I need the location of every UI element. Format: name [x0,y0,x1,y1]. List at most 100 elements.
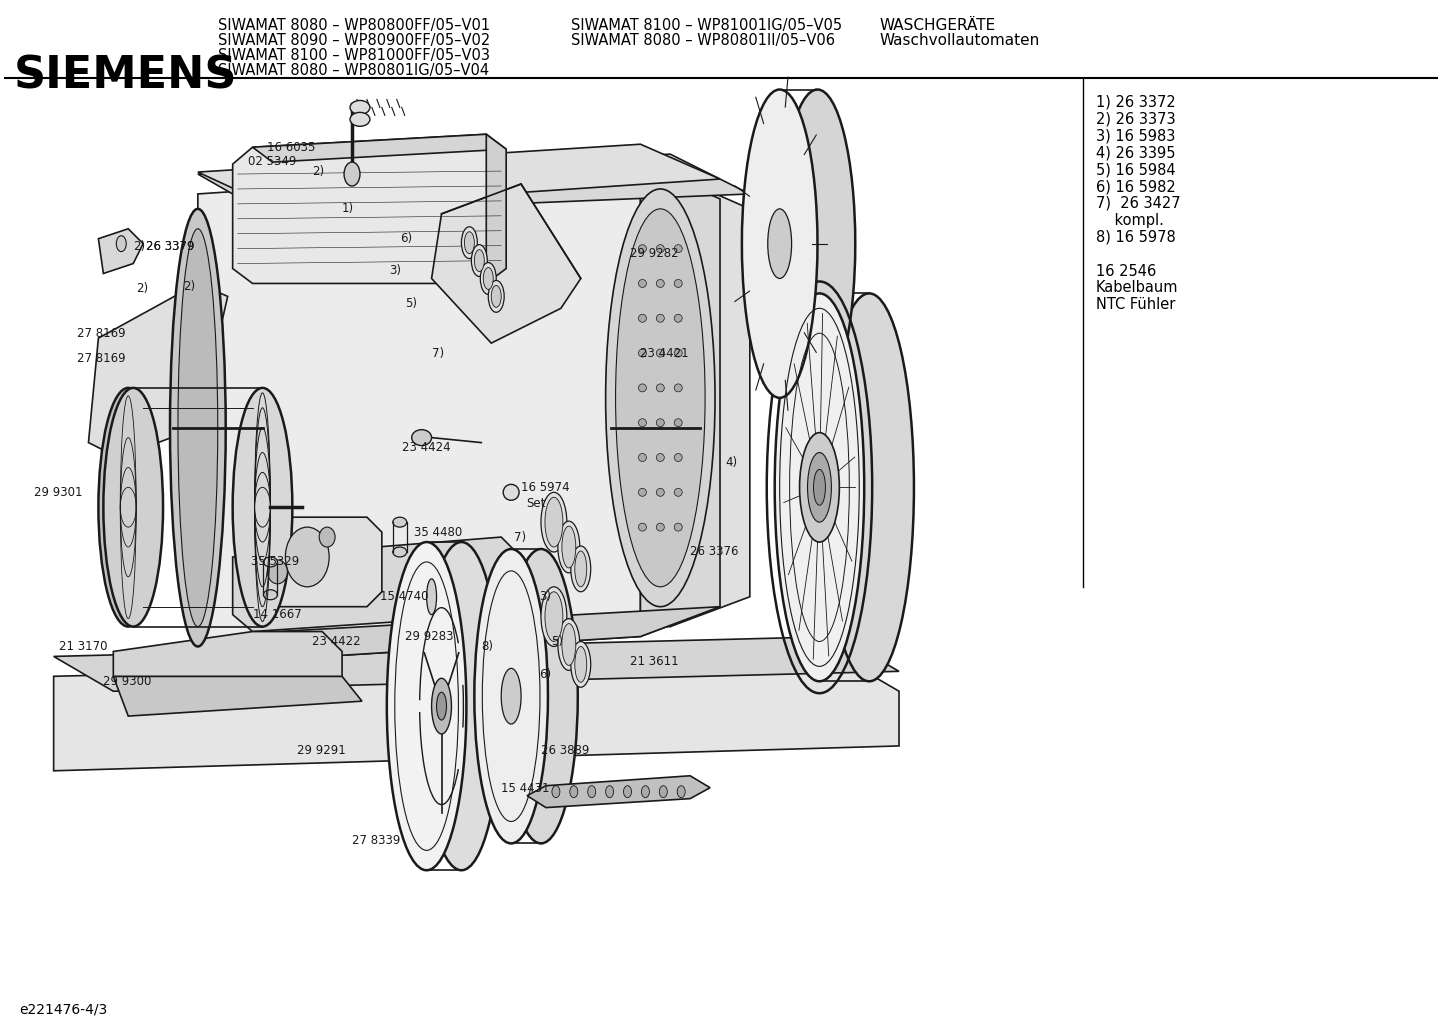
Text: 8): 8) [482,640,493,653]
Polygon shape [252,135,506,162]
Ellipse shape [639,453,646,462]
Text: 27 8169: 27 8169 [76,352,125,365]
Text: 29 9283: 29 9283 [405,630,453,643]
Text: 1) 26 3372: 1) 26 3372 [1096,95,1175,109]
Ellipse shape [492,285,502,308]
Ellipse shape [431,679,451,734]
Ellipse shape [319,527,335,547]
Text: 27 8339: 27 8339 [352,834,401,847]
Polygon shape [528,775,709,808]
Ellipse shape [472,245,487,276]
Ellipse shape [545,497,562,547]
Ellipse shape [571,642,591,687]
Ellipse shape [286,527,329,587]
Ellipse shape [345,162,360,186]
Text: e221476-4/3: e221476-4/3 [19,1003,107,1017]
Ellipse shape [464,231,474,254]
Text: SIWAMAT 8080 – WP80801IG/05–V04: SIWAMAT 8080 – WP80801IG/05–V04 [218,62,489,77]
Text: 23 4424: 23 4424 [402,441,450,454]
Ellipse shape [264,590,277,600]
Ellipse shape [656,453,665,462]
Ellipse shape [639,488,646,496]
Ellipse shape [799,433,839,542]
Polygon shape [232,537,521,632]
Ellipse shape [675,419,682,427]
Ellipse shape [575,551,587,587]
Ellipse shape [642,786,649,798]
Polygon shape [232,135,506,283]
Ellipse shape [656,419,665,427]
Text: 23 4421: 23 4421 [640,346,689,360]
Ellipse shape [177,228,218,627]
Text: 35 4480: 35 4480 [414,526,461,539]
Ellipse shape [502,668,521,725]
Text: 3) 16 5983: 3) 16 5983 [1096,128,1175,144]
Ellipse shape [541,492,567,552]
Text: 15 4740: 15 4740 [379,590,428,603]
Text: 2): 2) [133,240,146,253]
Text: 5): 5) [405,297,417,310]
Text: SIWAMAT 8080 – WP80801II/05–V06: SIWAMAT 8080 – WP80801II/05–V06 [571,33,835,48]
Ellipse shape [659,786,668,798]
Text: 5): 5) [551,635,562,648]
Ellipse shape [474,549,548,844]
Polygon shape [114,632,342,677]
Ellipse shape [675,350,682,357]
Polygon shape [198,164,640,664]
Text: NTC Fühler: NTC Fühler [1096,298,1175,313]
Ellipse shape [656,350,665,357]
Text: SIWAMAT 8080 – WP80800FF/05–V01: SIWAMAT 8080 – WP80800FF/05–V01 [218,18,490,33]
Ellipse shape [489,280,505,312]
Polygon shape [252,518,382,606]
Ellipse shape [767,209,792,278]
Ellipse shape [606,786,614,798]
Polygon shape [98,228,143,273]
Ellipse shape [616,209,705,587]
Ellipse shape [571,546,591,592]
Ellipse shape [825,293,914,682]
Polygon shape [114,677,362,716]
Ellipse shape [421,542,502,870]
Text: 16 2546: 16 2546 [1096,264,1156,278]
Ellipse shape [350,112,371,126]
Ellipse shape [570,786,578,798]
Ellipse shape [741,90,818,397]
Ellipse shape [639,350,646,357]
Text: 14 1667: 14 1667 [252,608,301,622]
Ellipse shape [562,526,575,568]
Ellipse shape [675,279,682,287]
Text: 26 3376: 26 3376 [691,545,738,558]
Ellipse shape [808,452,832,522]
Ellipse shape [675,488,682,496]
Text: 4) 26 3395: 4) 26 3395 [1096,146,1175,160]
Text: 3): 3) [389,264,401,277]
Ellipse shape [427,579,437,614]
Ellipse shape [558,619,580,671]
Ellipse shape [813,470,825,505]
Ellipse shape [267,560,287,584]
Polygon shape [53,656,898,770]
Text: SIWAMAT 8090 – WP80900FF/05–V02: SIWAMAT 8090 – WP80900FF/05–V02 [218,33,490,48]
Text: 26 3889: 26 3889 [541,745,590,757]
Polygon shape [671,174,750,627]
Polygon shape [198,154,750,214]
Text: 26 3379: 26 3379 [146,240,195,253]
Ellipse shape [656,279,665,287]
Ellipse shape [104,388,163,627]
Ellipse shape [350,101,371,114]
Text: 15 4431: 15 4431 [502,783,549,795]
Ellipse shape [774,293,864,682]
Text: SIWAMAT 8100 – WP81000FF/05–V03: SIWAMAT 8100 – WP81000FF/05–V03 [218,48,490,63]
Text: 2): 2) [183,280,195,292]
Ellipse shape [575,646,587,683]
Ellipse shape [656,488,665,496]
Ellipse shape [170,209,226,646]
Ellipse shape [386,542,466,870]
Ellipse shape [675,314,682,322]
Text: 4): 4) [725,455,737,469]
Text: 7): 7) [431,346,444,360]
Text: 7): 7) [515,531,526,543]
Ellipse shape [588,786,596,798]
Ellipse shape [392,547,407,557]
Text: 6): 6) [539,667,551,681]
